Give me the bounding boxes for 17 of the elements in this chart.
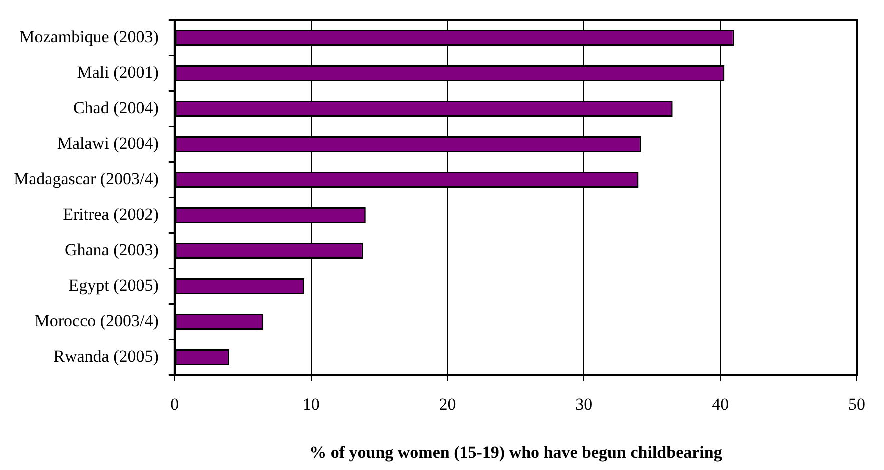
y-tick-label: Morocco (2003/4) [34,311,159,330]
y-tick-label: Mozambique (2003) [20,27,159,46]
y-tick-label: Eritrea (2002) [63,204,159,224]
y-tick-label: Malawi (2004) [57,134,159,153]
x-tick-label: 10 [302,394,320,414]
y-tick-label: Rwanda (2005) [54,346,159,366]
x-tick-label: 20 [439,394,456,414]
x-tick-label: 0 [170,394,180,414]
x-axis-title: % of young women (15-19) who have begun childbearing [310,443,723,462]
y-tick-label: Egypt (2005) [68,276,159,295]
y-tick-label: Madagascar (2003/4) [14,169,159,188]
x-tick-label: 40 [712,394,730,414]
y-tick-label: Chad (2004) [73,98,159,118]
y-tick-label: Ghana (2003) [64,240,159,260]
x-tick-label: 50 [848,394,866,414]
y-tick-label: Mali (2001) [77,62,159,82]
x-tick-label: 30 [576,394,593,414]
